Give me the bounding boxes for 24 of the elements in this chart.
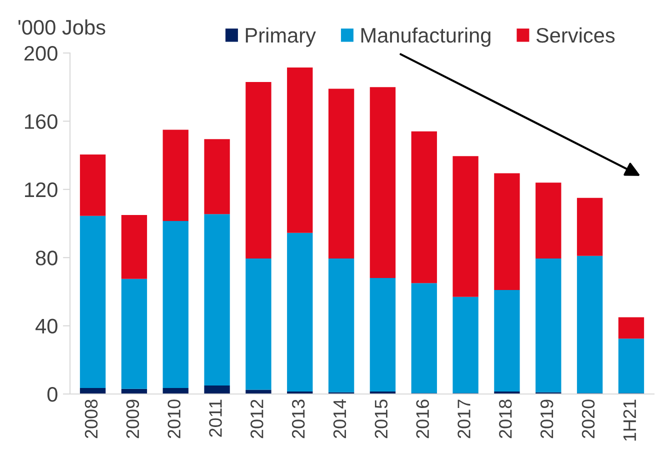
y-tick-label: 0 — [47, 387, 58, 402]
legend-label: Manufacturing — [361, 27, 490, 47]
x-tick-label: 2015 — [374, 400, 388, 438]
y-tick-label: 200 — [24, 46, 58, 61]
x-tick-label: 2018 — [499, 400, 512, 438]
x-tick-label: 2011 — [209, 400, 222, 437]
y-tick-label: 160 — [25, 114, 58, 129]
y-axis-title: '000 Jobs — [18, 19, 106, 35]
x-tick-label: 2008 — [84, 400, 98, 438]
x-tick-label: 2019 — [540, 400, 554, 438]
legend-label: Primary — [246, 27, 316, 47]
y-tick-label: 40 — [36, 318, 58, 334]
x-tick-label: 2020 — [582, 400, 595, 438]
x-tick-label: 2012 — [250, 400, 264, 438]
y-tick-label: 80 — [36, 250, 58, 266]
x-tick-label: 2009 — [126, 400, 140, 438]
x-tick-label: 1H21 — [623, 400, 636, 441]
x-tick-label: 2013 — [292, 400, 305, 438]
legend-label: Services — [536, 27, 615, 43]
y-tick-label: 120 — [25, 182, 58, 198]
x-tick-label: 2016 — [416, 400, 429, 438]
x-tick-label: 2010 — [168, 400, 180, 438]
x-tick-label: 2014 — [333, 399, 346, 438]
x-tick-label: 2017 — [458, 400, 470, 438]
